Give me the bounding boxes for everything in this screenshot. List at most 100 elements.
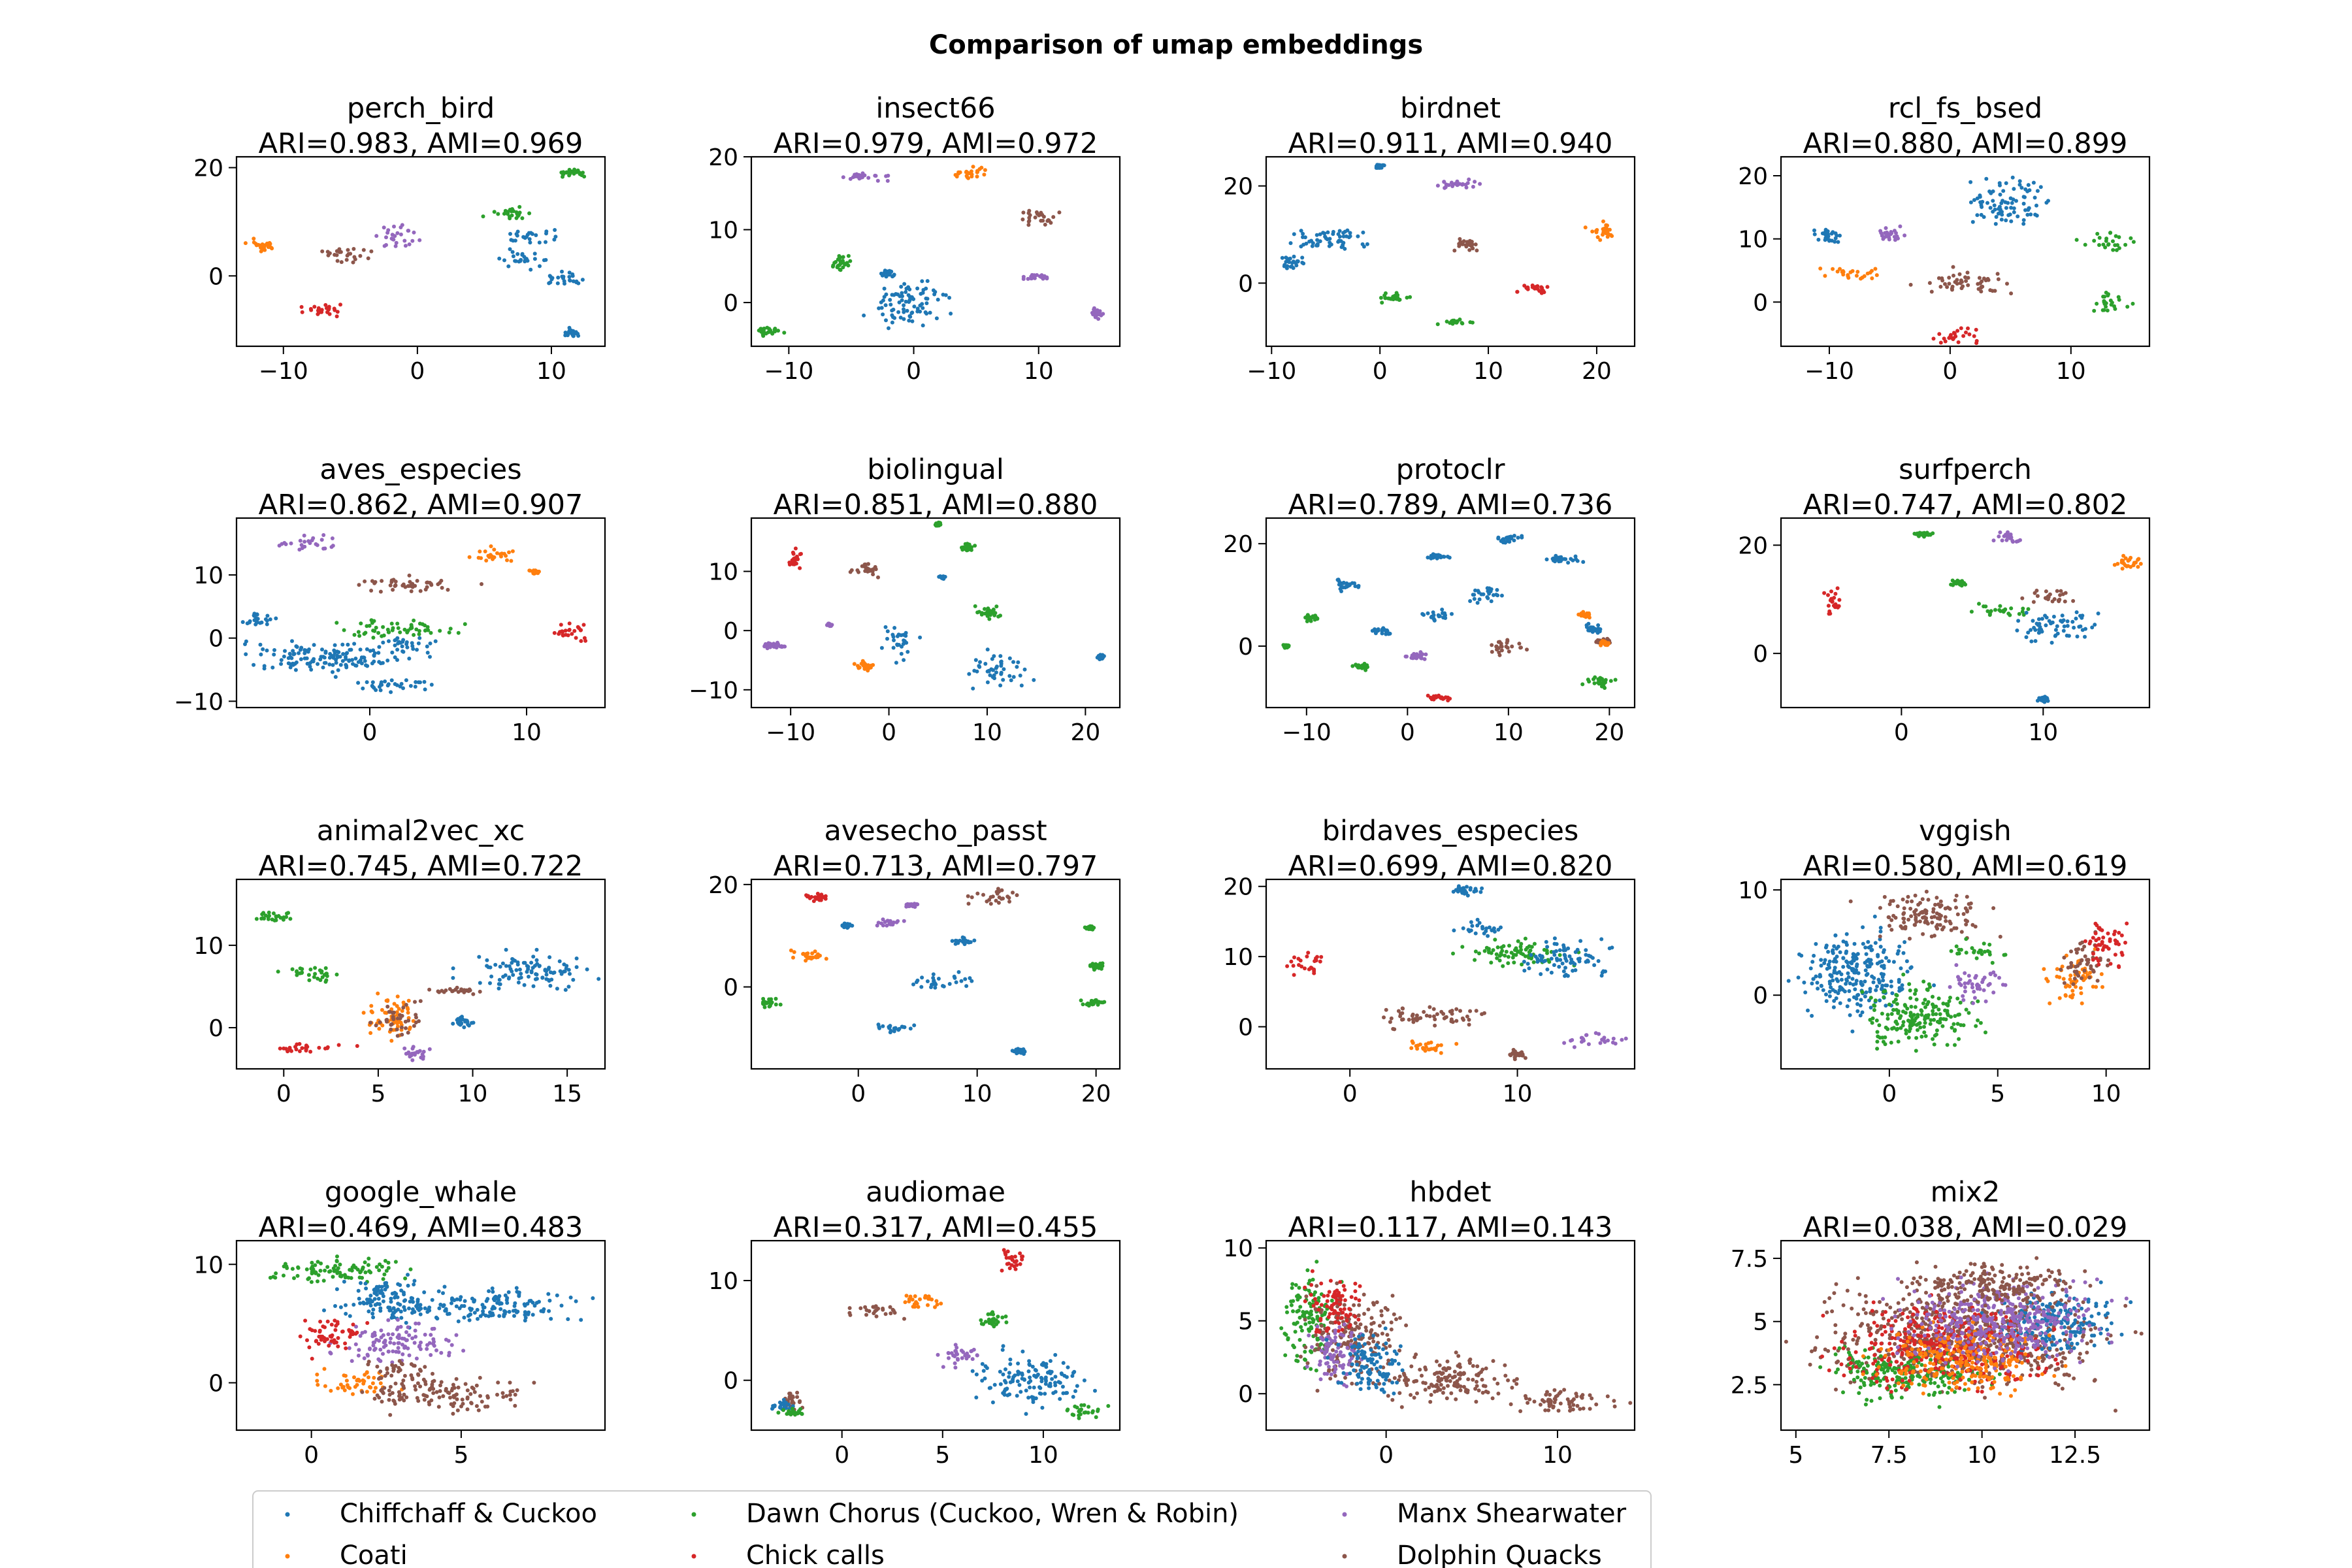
point bbox=[1569, 557, 1573, 561]
point bbox=[1860, 983, 1865, 987]
point bbox=[1851, 983, 1855, 987]
point bbox=[1598, 238, 1603, 242]
point bbox=[247, 620, 252, 625]
point bbox=[2091, 958, 2095, 962]
point bbox=[774, 1002, 778, 1007]
point bbox=[561, 632, 565, 637]
point bbox=[1422, 657, 1427, 661]
point bbox=[1098, 655, 1102, 659]
point bbox=[1454, 1007, 1459, 1011]
point bbox=[1882, 948, 1886, 953]
point bbox=[1964, 951, 1968, 955]
axes-frame bbox=[1265, 155, 1636, 348]
point bbox=[909, 295, 913, 299]
point bbox=[1908, 1024, 1912, 1028]
point bbox=[370, 680, 375, 685]
point bbox=[1315, 238, 1320, 242]
point bbox=[323, 1268, 327, 1273]
point bbox=[894, 292, 898, 296]
point bbox=[875, 923, 879, 928]
point bbox=[313, 966, 318, 970]
point bbox=[1566, 946, 1571, 951]
scatter-points bbox=[1281, 534, 1618, 703]
point bbox=[1603, 678, 1608, 682]
point bbox=[335, 1254, 339, 1259]
point bbox=[2010, 201, 2014, 205]
point bbox=[887, 326, 890, 331]
point bbox=[1610, 234, 1614, 238]
point bbox=[304, 1267, 309, 1271]
point bbox=[401, 686, 405, 691]
point bbox=[1424, 1013, 1429, 1018]
point bbox=[353, 657, 358, 661]
point bbox=[289, 541, 293, 546]
point bbox=[507, 964, 512, 968]
point bbox=[1481, 592, 1486, 596]
x-tick-label: 10 bbox=[1503, 1081, 1533, 1107]
point bbox=[811, 899, 816, 904]
point bbox=[2095, 979, 2100, 983]
point bbox=[504, 964, 508, 968]
point bbox=[1021, 210, 1026, 215]
point bbox=[412, 1024, 416, 1028]
point bbox=[386, 682, 391, 687]
point bbox=[1810, 1013, 1814, 1018]
point bbox=[335, 1258, 339, 1263]
point bbox=[1825, 966, 1829, 971]
point bbox=[1907, 1029, 1912, 1034]
cluster-11 bbox=[1580, 675, 1618, 690]
point bbox=[1587, 679, 1592, 684]
point bbox=[841, 175, 845, 180]
point bbox=[309, 308, 314, 312]
cluster-1 bbox=[1280, 254, 1306, 270]
point bbox=[1460, 182, 1465, 186]
point bbox=[369, 1004, 374, 1008]
cluster-9 bbox=[937, 574, 947, 581]
point bbox=[2069, 961, 2074, 965]
point bbox=[1362, 244, 1366, 249]
point bbox=[1435, 1012, 1439, 1017]
cluster-0 bbox=[804, 891, 828, 904]
point bbox=[574, 956, 579, 960]
point bbox=[429, 683, 434, 687]
scatter-points bbox=[757, 165, 1105, 338]
point bbox=[1949, 928, 1953, 932]
cluster-4 bbox=[1468, 586, 1504, 605]
point bbox=[361, 248, 366, 252]
point bbox=[838, 268, 843, 272]
point bbox=[1923, 1021, 1927, 1025]
point bbox=[787, 563, 792, 567]
point bbox=[994, 670, 998, 675]
point bbox=[904, 299, 908, 304]
point bbox=[454, 1304, 459, 1309]
point bbox=[1819, 984, 1823, 988]
axes-frame bbox=[750, 517, 1121, 709]
point bbox=[2106, 292, 2110, 297]
point bbox=[1496, 928, 1501, 932]
point bbox=[1456, 885, 1461, 890]
point bbox=[1509, 1053, 1513, 1058]
point bbox=[1891, 898, 1895, 903]
point bbox=[1838, 950, 1842, 955]
subplot-metrics: ARI=0.469, AMI=0.483 bbox=[259, 1211, 583, 1244]
point bbox=[436, 1289, 441, 1294]
point bbox=[1878, 945, 1883, 949]
point bbox=[363, 1260, 367, 1265]
point bbox=[1426, 693, 1430, 698]
y-tick-label: 10 bbox=[708, 218, 738, 244]
point bbox=[1609, 679, 1613, 683]
cluster-7 bbox=[1931, 326, 1979, 346]
point bbox=[344, 662, 348, 667]
y-tick-label: 0 bbox=[723, 290, 738, 317]
point bbox=[793, 546, 798, 551]
point bbox=[826, 622, 830, 627]
point bbox=[956, 970, 961, 974]
point bbox=[1999, 218, 2004, 222]
point bbox=[1558, 958, 1563, 962]
point bbox=[1581, 1037, 1586, 1041]
cluster-0 bbox=[1968, 175, 2050, 226]
point bbox=[2017, 612, 2021, 616]
point bbox=[1620, 1037, 1624, 1042]
